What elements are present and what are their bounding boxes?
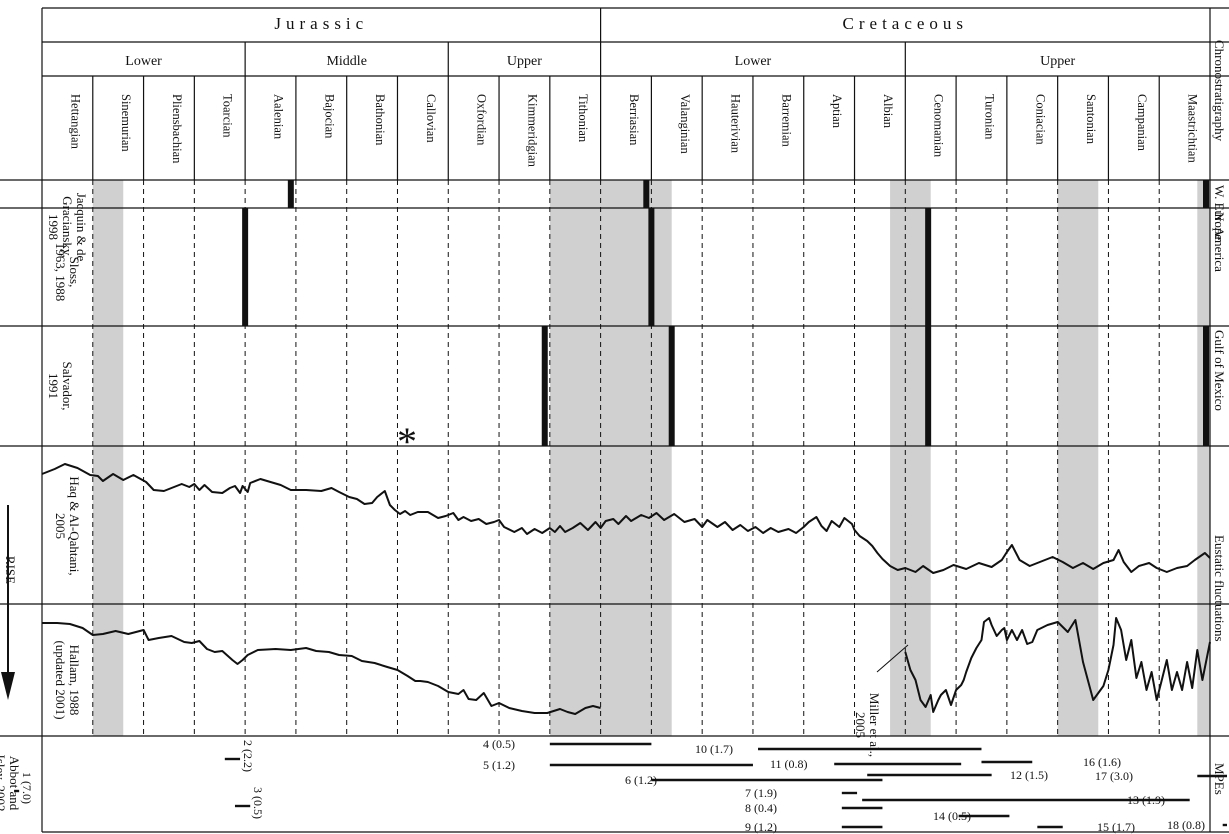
asterisk-mark: *	[397, 419, 417, 464]
boundary-mark	[541, 326, 548, 446]
stage-label: Pliensbachian	[170, 94, 184, 164]
mpe-label: 16 (1.6)	[1083, 755, 1121, 769]
source-label-jacquin: 1998	[46, 214, 61, 240]
mpe-label: 2 (2.2)	[241, 740, 255, 772]
miller-label: 2005	[853, 712, 868, 738]
stage-label: Bajocian	[322, 94, 336, 139]
mpe-label: 18 (0.8)	[1167, 818, 1205, 832]
stage-label: Hauterivian	[729, 94, 743, 154]
epoch-label: Lower	[735, 54, 772, 69]
mpes-label: MPEs	[1212, 763, 1227, 795]
eustatic-label: Eustatic fluctuations	[1212, 535, 1227, 642]
source-label-abbot: Isley, 2002	[0, 755, 8, 812]
shaded-band	[1197, 180, 1210, 736]
stage-label: Hettangian	[68, 94, 82, 150]
header-labels: Jurassic Cretaceous Lower Middle Upper Lower U…	[68, 14, 1227, 795]
mpe-label: 5 (1.2)	[483, 758, 515, 772]
boundary-mark	[648, 208, 655, 326]
shaded-band	[1057, 180, 1099, 736]
mpe-label: 3 (0.5)	[251, 787, 265, 819]
epoch-label: Middle	[326, 54, 366, 69]
miller-label: Miller et al.,	[867, 693, 882, 757]
stage-label: Toarcian	[221, 94, 235, 138]
mpe-label: 7 (1.9)	[745, 786, 777, 800]
mpe-label: 14 (0.5)	[933, 809, 971, 823]
stage-label: Kimmeridgian	[525, 94, 539, 168]
mpe-bars: 1 (7.0) 2 (2.2) 3 (0.5) 4 (0.5) 5 (1.2) 6 (1.…	[14, 737, 1227, 834]
boundary-mark	[287, 180, 294, 208]
epoch-label: Upper	[507, 54, 542, 69]
source-label-salvador: 1991	[46, 373, 61, 399]
stage-label: Sinemurian	[119, 94, 133, 152]
stage-label: Santonian	[1084, 94, 1098, 145]
stage-label: Aptian	[830, 94, 844, 129]
stage-label: Aalenian	[272, 94, 286, 140]
stage-label: Oxfordian	[475, 94, 489, 146]
source-label-hallam: Hallam, 1988	[67, 645, 82, 716]
shaded-band	[92, 180, 124, 736]
source-label-haq: Haq & Al-Qahtani,	[67, 476, 82, 575]
eustatic-curves	[41, 463, 1211, 715]
stage-label: Maastrichtian	[1186, 94, 1200, 163]
stage-label: Campanian	[1135, 94, 1149, 152]
mpe-label: 12 (1.5)	[1010, 768, 1048, 782]
rise-label: RISE	[3, 556, 18, 584]
stage-label: Berriasian	[627, 94, 641, 146]
gulf-label: Gulf of Mexico	[1212, 330, 1227, 411]
stage-label: Valanginian	[678, 94, 692, 154]
haq-curve	[41, 463, 1211, 574]
boundary-mark	[925, 326, 932, 446]
miller-curve	[904, 617, 1211, 713]
mpe-label: 9 (1.2)	[745, 820, 777, 834]
stage-label: Albian	[881, 94, 895, 129]
mpe-label: 17 (3.0)	[1095, 769, 1133, 783]
grid-lines	[0, 7, 1229, 833]
stage-label: Turonian	[982, 94, 996, 140]
era-label: Cretaceous	[843, 14, 969, 33]
source-label-jacquin: Jacquin & de	[74, 193, 89, 262]
chronostratigraphy-label: Chronostratigraphy	[1212, 40, 1227, 142]
boundary-mark	[925, 208, 932, 326]
mpe-label: 8 (0.4)	[745, 801, 777, 815]
boundary-mark	[668, 326, 675, 446]
source-label-sloss: 1963, 1988	[53, 243, 68, 302]
source-label-abbot: Abbot and	[7, 756, 22, 811]
boundary-mark	[643, 180, 650, 208]
rise-arrow-head	[1, 672, 15, 700]
mpe-label: 10 (1.7)	[695, 742, 733, 756]
stage-label: Barremian	[779, 94, 793, 148]
source-label-jacquin: Graciansky,	[60, 196, 75, 258]
boundary-mark	[242, 208, 249, 326]
stage-label: Callovian	[424, 94, 438, 143]
source-label-sloss: Sloss,	[67, 257, 82, 288]
mpe-label: 13 (1.9)	[1127, 793, 1165, 807]
mpe-label: 1 (7.0)	[20, 772, 34, 804]
boundary-marks	[242, 180, 1209, 446]
stage-label: Tithonian	[576, 94, 590, 143]
epoch-label: Upper	[1040, 54, 1075, 69]
shaded-band	[890, 180, 931, 736]
stage-label: Bathonian	[373, 94, 387, 146]
mpe-label: 4 (0.5)	[483, 737, 515, 751]
mpe-label: 11 (0.8)	[770, 757, 808, 771]
w-europe-label: W. Europe	[1212, 185, 1227, 240]
stage-label: Coniacian	[1033, 94, 1047, 145]
miller-leader	[876, 644, 909, 673]
boundary-mark	[1203, 326, 1209, 446]
n-america-label: N. America	[1212, 212, 1227, 272]
source-label-salvador: Salvador,	[60, 362, 75, 411]
mpe-label: 6 (1.2)	[625, 773, 657, 787]
hallam-curve	[42, 622, 601, 715]
epoch-label: Lower	[125, 54, 162, 69]
source-label-hallam: (updated 2001)	[53, 640, 68, 719]
stage-label: Cenomanian	[932, 94, 946, 158]
era-label: Jurassic	[274, 14, 368, 33]
source-label-haq: 2005	[53, 513, 68, 539]
mpe-label: 15 (1.7)	[1097, 820, 1135, 834]
boundary-mark	[1203, 180, 1209, 208]
